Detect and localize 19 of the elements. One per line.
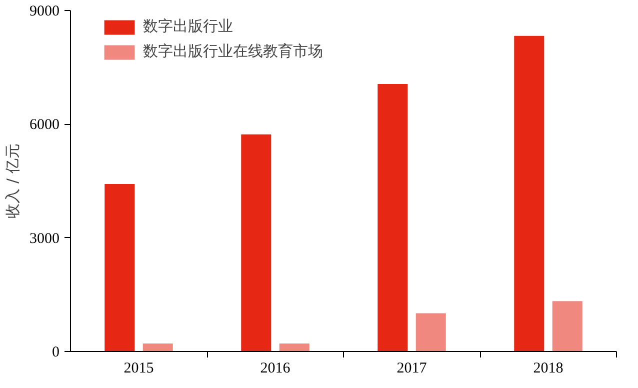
x-tick-label: 2016 bbox=[260, 360, 291, 376]
y-tick-label: 6000 bbox=[30, 117, 60, 134]
y-axis-title: 收入 / 亿元 bbox=[4, 144, 22, 218]
bar bbox=[104, 184, 135, 352]
bar bbox=[378, 84, 408, 352]
bar bbox=[279, 344, 310, 352]
bar bbox=[241, 134, 272, 352]
legend-label: 数字出版行业 bbox=[143, 17, 233, 36]
x-tick-label: 2015 bbox=[124, 360, 154, 376]
bar bbox=[142, 344, 173, 352]
bar bbox=[416, 313, 446, 352]
x-tick-label: 2018 bbox=[533, 360, 564, 376]
bar bbox=[514, 36, 544, 352]
bar bbox=[552, 301, 582, 352]
y-tick-label: 9000 bbox=[30, 4, 60, 20]
x-tick-label: 2017 bbox=[396, 360, 428, 376]
y-tick-label: 0 bbox=[52, 344, 60, 360]
legend-label: 数字出版行业在线教育市场 bbox=[143, 42, 323, 61]
y-tick-label: 3000 bbox=[30, 230, 60, 247]
